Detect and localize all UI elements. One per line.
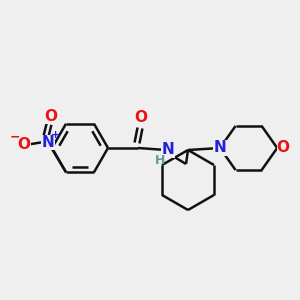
Text: O: O (277, 140, 290, 155)
Text: −: − (10, 131, 20, 144)
Text: N: N (214, 140, 226, 155)
Text: N: N (162, 142, 174, 158)
Text: +: + (50, 130, 60, 140)
Text: O: O (134, 110, 148, 125)
Text: H: H (155, 154, 165, 167)
Text: O: O (44, 109, 58, 124)
Text: N: N (42, 135, 54, 150)
Text: O: O (17, 137, 31, 152)
